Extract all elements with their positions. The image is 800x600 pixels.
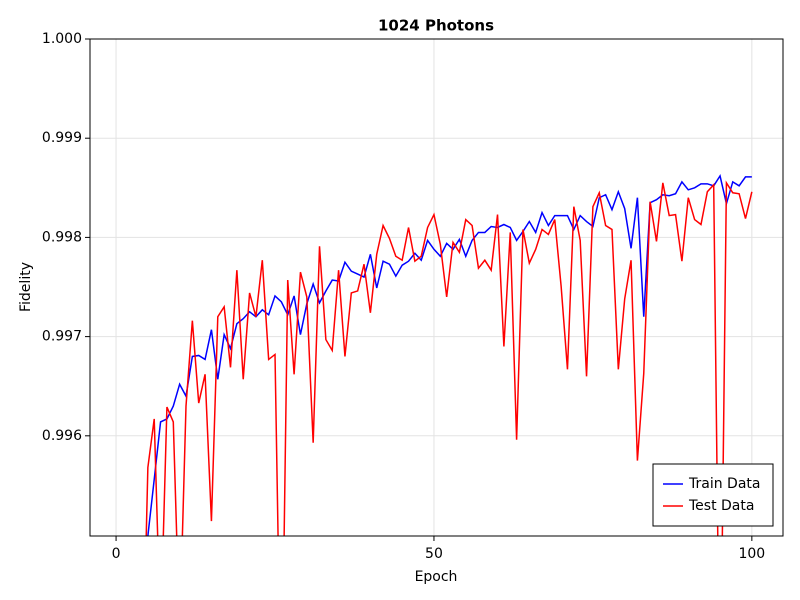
y-tick-label: 0.999 bbox=[42, 130, 82, 146]
y-tick-label: 0.997 bbox=[42, 329, 82, 345]
series-line bbox=[145, 180, 753, 536]
y-tick-label: 1.000 bbox=[42, 31, 82, 47]
x-axis-label: Epoch bbox=[415, 569, 458, 585]
legend-label: Test Data bbox=[688, 498, 754, 514]
plot-frame bbox=[89, 38, 784, 537]
plot-area bbox=[145, 173, 753, 536]
legend-label: Train Data bbox=[688, 476, 760, 492]
y-axis-label: Fidelity bbox=[18, 262, 34, 312]
x-tick-label: 50 bbox=[425, 546, 443, 562]
legend: Train Data Test Data bbox=[652, 463, 774, 527]
legend-box bbox=[652, 463, 774, 527]
y-tick-label: 0.998 bbox=[42, 229, 82, 245]
y-tick-label: 0.996 bbox=[42, 428, 82, 444]
chart-title: 1024 Photons bbox=[378, 17, 494, 35]
x-tick-label: 100 bbox=[738, 546, 765, 562]
x-tick-label: 0 bbox=[112, 546, 121, 562]
